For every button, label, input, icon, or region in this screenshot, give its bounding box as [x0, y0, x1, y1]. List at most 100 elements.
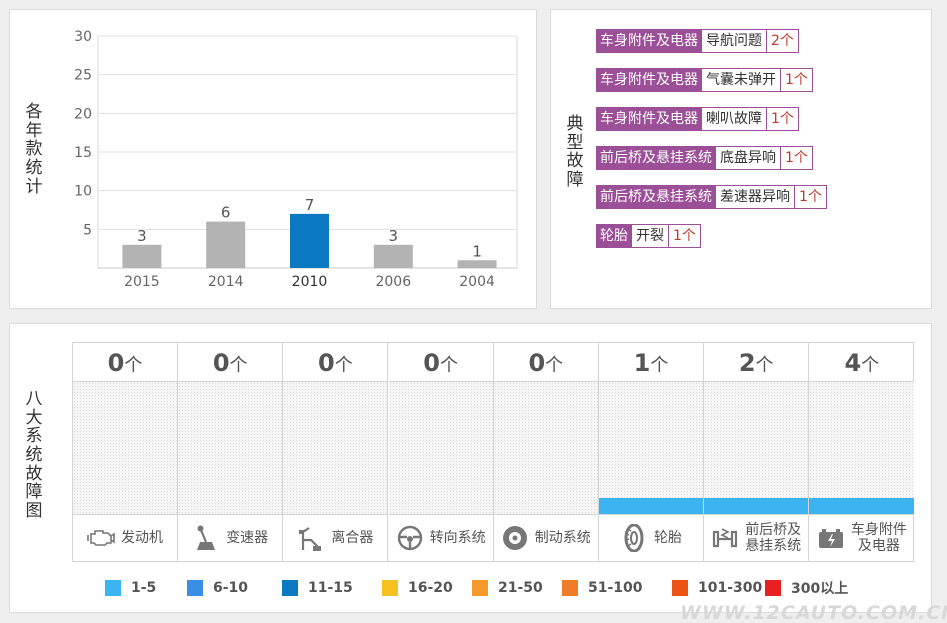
fault-count: 1个	[767, 107, 799, 131]
system-label: 离合器	[283, 514, 388, 561]
system-count-unit: 个	[545, 355, 564, 376]
system-bar	[599, 498, 703, 514]
legend-swatch	[187, 580, 203, 596]
system-label: 轮胎	[599, 514, 703, 561]
system-count: 0个	[73, 343, 177, 382]
system-count-unit: 个	[861, 355, 880, 376]
system-fault-grid: 0个 发动机 0个 变速器 0个 离合器 0个 转向系统 0个 制动系统 1个 轮胎 2个 前后桥及 悬挂系…	[72, 342, 915, 562]
fault-count: 1个	[781, 146, 813, 170]
y-tick-label: 5	[83, 222, 92, 238]
bar-value-label: 7	[305, 196, 315, 214]
legend-swatch	[382, 580, 398, 596]
legend-swatch	[282, 580, 298, 596]
system-name: 前后桥及 悬挂系统	[745, 521, 802, 554]
suspension-icon	[713, 528, 738, 548]
year-stats-panel: 各年款统计 5 10 15 20 25 30 3 2015 6 2014 7 2010 3 2006 1 20…	[9, 9, 537, 309]
x-tick-label: 2015	[124, 274, 160, 290]
system-bar-area	[73, 382, 177, 514]
fault-count: 1个	[669, 224, 701, 248]
system-name: 转向系统	[429, 529, 486, 546]
x-tick-label: 2014	[208, 274, 244, 290]
system-column[interactable]: 4个车身附件 及电器	[809, 343, 915, 561]
legend-item: 1-5	[105, 578, 187, 598]
system-bar-area	[809, 382, 915, 514]
system-count-value: 0	[107, 349, 125, 377]
system-count-unit: 个	[650, 355, 669, 376]
typical-fault-panel: 典型故障 车身附件及电器 导航问题 2个 车身附件及电器 气囊未弹开 1个 车身附件及电器喇…	[550, 9, 932, 309]
legend-item: 51-100	[562, 578, 672, 598]
x-tick-label: 2004	[459, 274, 495, 290]
x-tick-label: 2010	[292, 274, 328, 290]
system-bar-area	[178, 382, 283, 514]
fault-item[interactable]: 车身附件及电器 气囊未弹开 1个	[596, 68, 813, 92]
system-bar-area	[599, 382, 703, 514]
fault-name: 导航问题	[702, 29, 767, 53]
system-name: 离合器	[331, 529, 374, 546]
system-count-value: 1	[633, 349, 651, 377]
fault-item[interactable]: 车身附件及电器 喇叭故障 1个	[596, 107, 799, 131]
system-column[interactable]: 0个离合器	[283, 343, 389, 561]
bar-value-label: 6	[221, 204, 231, 222]
legend-swatch	[672, 580, 688, 596]
system-column[interactable]: 0个制动系统	[493, 343, 599, 561]
system-name: 发动机	[121, 529, 163, 546]
legend-item: 6-10	[187, 578, 282, 598]
legend-label: 16-20	[408, 580, 453, 596]
system-column[interactable]: 0个转向系统	[388, 343, 494, 561]
system-bar-area	[283, 382, 388, 514]
fault-category: 车身附件及电器	[596, 107, 702, 131]
system-count: 4个	[809, 343, 915, 382]
system-count-value: 2	[738, 349, 756, 377]
fault-item[interactable]: 车身附件及电器 导航问题 2个	[596, 29, 799, 53]
bar-value-label: 3	[137, 227, 147, 245]
bar	[290, 213, 329, 268]
legend-label: 300以上	[791, 581, 849, 597]
system-count: 1个	[599, 343, 703, 382]
system-column[interactable]: 0个变速器	[178, 343, 284, 561]
system-name: 车身附件 及电器	[850, 521, 907, 554]
system-fault-panel: 八大系统故障图 0个 发动机 0个 变速器 0个 离合器 0个 转向系统 0个 制动系统 1个 轮胎 2…	[9, 323, 932, 613]
system-count-unit: 个	[439, 355, 458, 376]
bar	[457, 260, 497, 268]
fault-item[interactable]: 前后桥及悬挂系统 底盘异响 1个	[596, 146, 813, 170]
system-count-value: 0	[318, 349, 335, 377]
y-tick-label: 10	[74, 184, 92, 200]
fault-item[interactable]: 轮胎 开裂 1个	[596, 224, 701, 248]
system-count: 0个	[493, 343, 598, 382]
battery-icon	[818, 529, 843, 548]
year-bar-chart: 5 10 15 20 25 30 3 2015 6 2014 7 2010 3 2006 1 2004	[74, 29, 518, 290]
system-count-unit: 个	[755, 355, 774, 376]
brake-disc-icon	[501, 525, 527, 550]
system-column[interactable]: 1个轮胎	[599, 343, 704, 561]
system-count: 0个	[178, 343, 283, 382]
legend-label: 1-5	[131, 580, 157, 596]
fault-name: 喇叭故障	[702, 107, 767, 131]
system-label: 发动机	[73, 514, 177, 561]
steering-wheel-icon	[397, 525, 422, 551]
fault-item[interactable]: 前后桥及悬挂系统 差速器异响 1个	[596, 185, 827, 209]
system-bar	[704, 498, 809, 514]
system-bar	[809, 498, 915, 514]
legend-item: 16-20	[382, 578, 472, 598]
system-count: 0个	[283, 343, 388, 382]
fault-count: 1个	[795, 185, 827, 209]
legend-swatch	[562, 580, 578, 596]
system-label: 车身附件 及电器	[809, 514, 915, 561]
y-tick-label: 20	[74, 106, 92, 122]
bar	[206, 221, 246, 268]
system-bar-area	[704, 382, 809, 514]
severity-legend: 1-5 6-10 11-15 16-20 21-50 51-100 101-300 300以上	[105, 578, 865, 598]
system-count-unit: 个	[229, 355, 248, 376]
bar	[373, 244, 413, 268]
system-column[interactable]: 2个前后桥及 悬挂系统	[704, 343, 810, 561]
system-label: 制动系统	[493, 514, 598, 561]
legend-item: 101-300	[672, 578, 765, 598]
fault-category: 车身附件及电器	[596, 29, 702, 53]
system-count-value: 4	[844, 349, 862, 377]
system-count-value: 0	[528, 349, 546, 377]
system-name: 变速器	[226, 529, 269, 546]
system-count: 0个	[388, 343, 493, 382]
system-column[interactable]: 0个发动机	[73, 343, 178, 561]
system-bar-area	[388, 382, 493, 514]
system-label: 前后桥及 悬挂系统	[704, 514, 809, 561]
